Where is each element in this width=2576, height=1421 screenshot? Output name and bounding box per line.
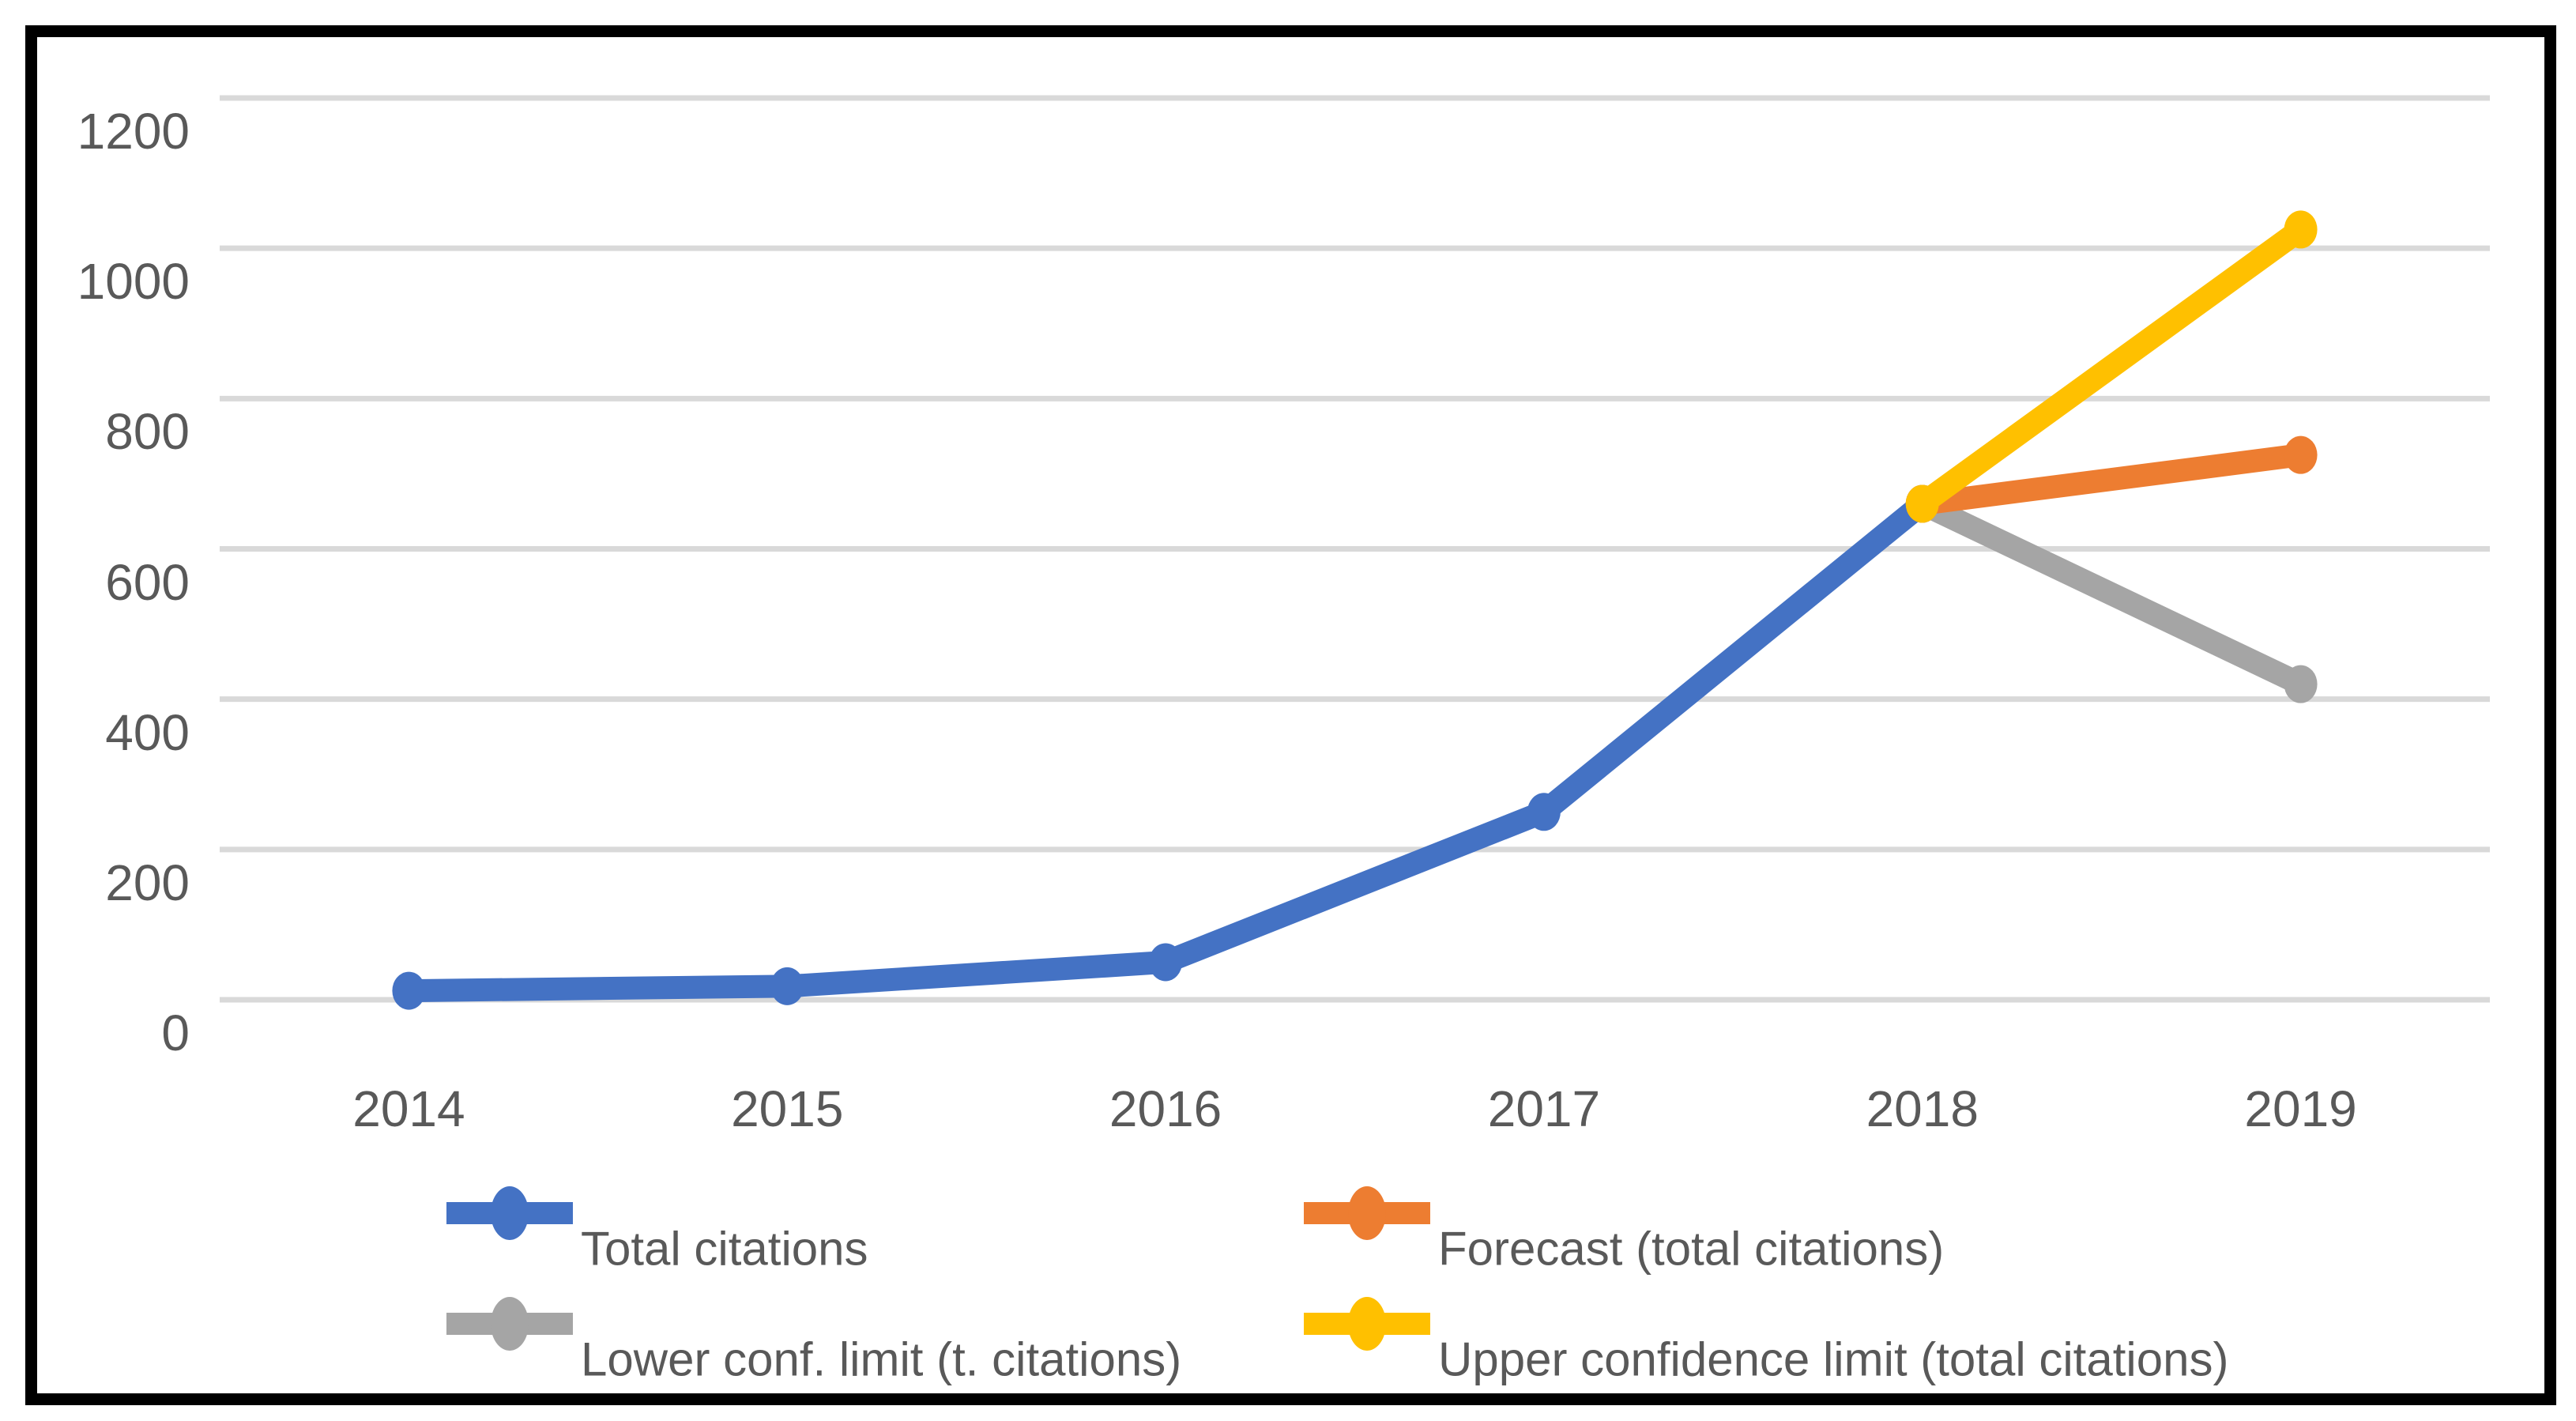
y-tick-label-200: 200 [105, 854, 190, 911]
y-tick-label-600: 600 [105, 553, 190, 611]
data-point-marker-total-citations-2016 [1149, 943, 1183, 982]
legend-item-total-citations: Total citations [443, 1178, 1549, 1288]
y-tick-label-400: 400 [105, 703, 190, 761]
legend-dot [491, 1186, 529, 1240]
legend-line-marker-icon [446, 1186, 573, 1240]
data-point-marker-upper-confidence-limit-total-citations-2019 [2284, 210, 2318, 249]
x-tick-label-2015: 2015 [731, 1080, 844, 1137]
data-point-marker-total-citations-2015 [770, 967, 804, 1005]
legend-line-marker-icon [1304, 1186, 1430, 1240]
series-line-total-citations [397, 492, 1934, 1003]
x-tick-label-2017: 2017 [1487, 1080, 1601, 1137]
series-line-lower-conf-limit-t-citations [1911, 492, 2313, 696]
data-point-marker-forecast-total-citations-2019 [2284, 435, 2318, 474]
series-line-forecast-total-citations [1911, 443, 2313, 515]
series-line-upper-confidence-limit-total-citations [1911, 217, 2313, 515]
legend-dot [491, 1297, 529, 1351]
chart-border-frame [25, 25, 2556, 1405]
legend-dot [1348, 1297, 1386, 1351]
x-tick-label-2016: 2016 [1109, 1080, 1222, 1137]
y-tick-label-800: 800 [105, 403, 190, 461]
y-tick-label-0: 0 [161, 1004, 190, 1061]
y-tick-label-1200: 1200 [77, 103, 190, 160]
data-point-marker-lower-conf-limit-t-citations-2019 [2284, 665, 2318, 703]
data-point-marker-upper-confidence-limit-total-citations-2018 [1905, 484, 1939, 523]
data-point-marker-total-citations-2017 [1527, 793, 1561, 831]
legend-label-lower-conf-limit-t-citations: Lower conf. limit (t. citations) [581, 1332, 1182, 1386]
x-tick-label-2014: 2014 [352, 1080, 465, 1137]
legend-dot [1348, 1186, 1386, 1240]
legend-label-upper-confidence-limit-total-citations: Upper confidence limit (total citations) [1438, 1332, 2229, 1386]
legend-line-marker-icon [1304, 1297, 1430, 1351]
legend-line-marker-icon [446, 1297, 573, 1351]
series-upper-confidence-limit-total-citations [1905, 210, 2318, 523]
data-point-marker-total-citations-2014 [392, 971, 426, 1010]
x-tick-label-2018: 2018 [1866, 1080, 1979, 1137]
legend-label-total-citations: Total citations [581, 1222, 868, 1276]
y-tick-label-1000: 1000 [77, 253, 190, 311]
series-lower-conf-limit-t-citations [1905, 484, 2318, 703]
legend-item-forecast-total-citations: Forecast (total citations) [1300, 1178, 2406, 1288]
legend-label-forecast-total-citations: Forecast (total citations) [1438, 1222, 1945, 1276]
gridlines [220, 95, 2490, 1003]
series-total-citations [392, 484, 1939, 1010]
x-tick-label-2019: 2019 [2244, 1080, 2357, 1137]
legend-item-lower-conf-limit-t-citations: Lower conf. limit (t. citations) [443, 1288, 1549, 1399]
legend-item-upper-confidence-limit-total-citations: Upper confidence limit (total citations) [1300, 1288, 2406, 1399]
